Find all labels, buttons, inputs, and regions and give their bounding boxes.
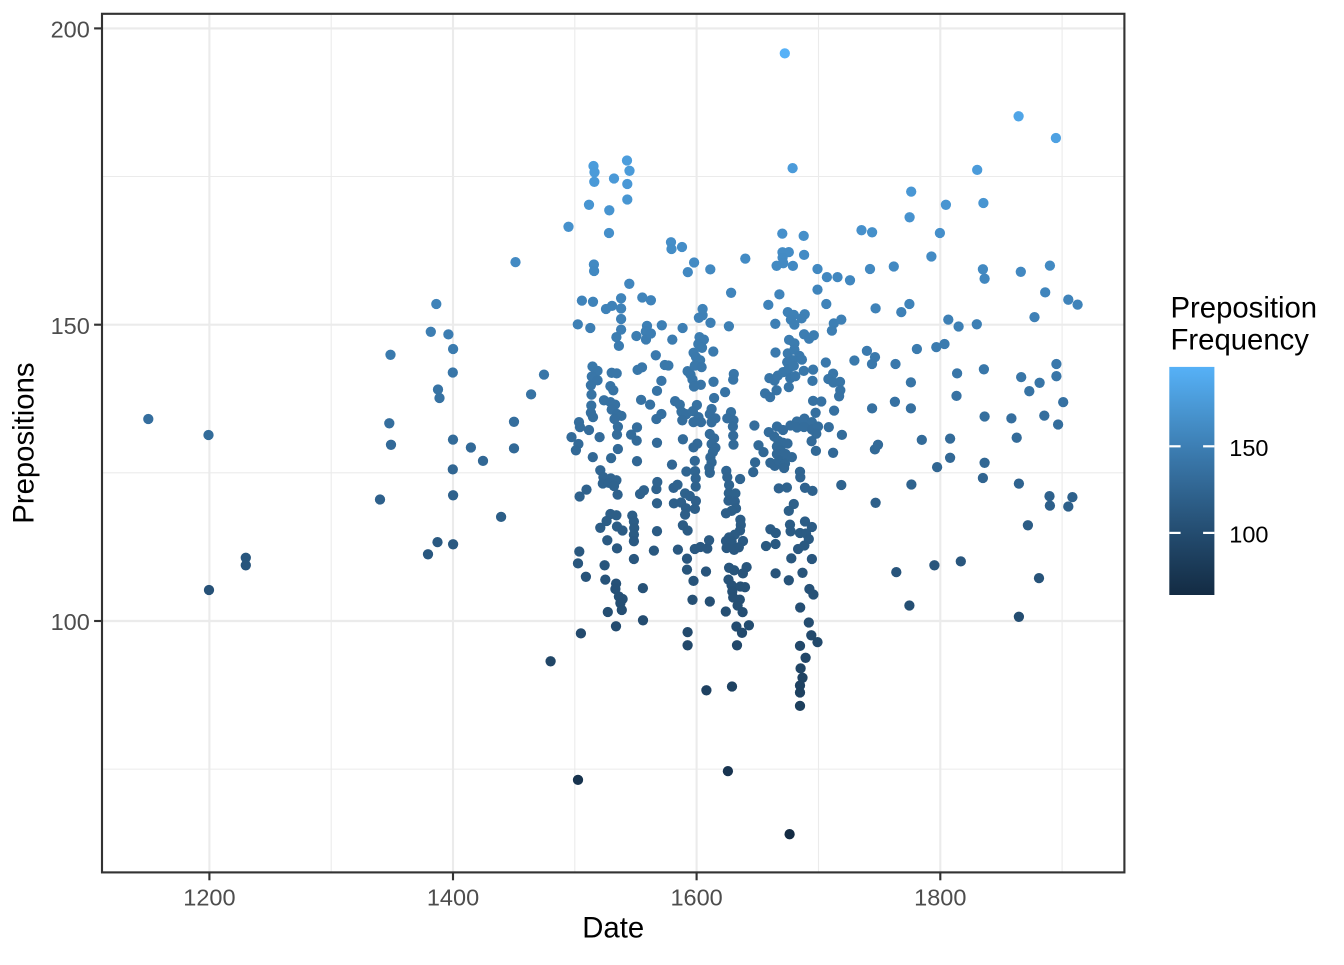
svg-text:100: 100 [1229, 521, 1268, 547]
svg-text:Date: Date [582, 912, 644, 945]
svg-text:Prepositions: Prepositions [8, 362, 41, 523]
svg-text:Preposition: Preposition [1171, 291, 1318, 324]
svg-text:1600: 1600 [670, 885, 722, 911]
svg-text:1400: 1400 [427, 885, 479, 911]
svg-text:Frequency: Frequency [1171, 324, 1310, 357]
svg-text:100: 100 [51, 609, 90, 635]
svg-text:150: 150 [51, 313, 90, 339]
svg-text:200: 200 [51, 17, 90, 43]
svg-text:150: 150 [1229, 435, 1268, 461]
svg-text:1200: 1200 [183, 885, 235, 911]
svg-text:1800: 1800 [914, 885, 966, 911]
